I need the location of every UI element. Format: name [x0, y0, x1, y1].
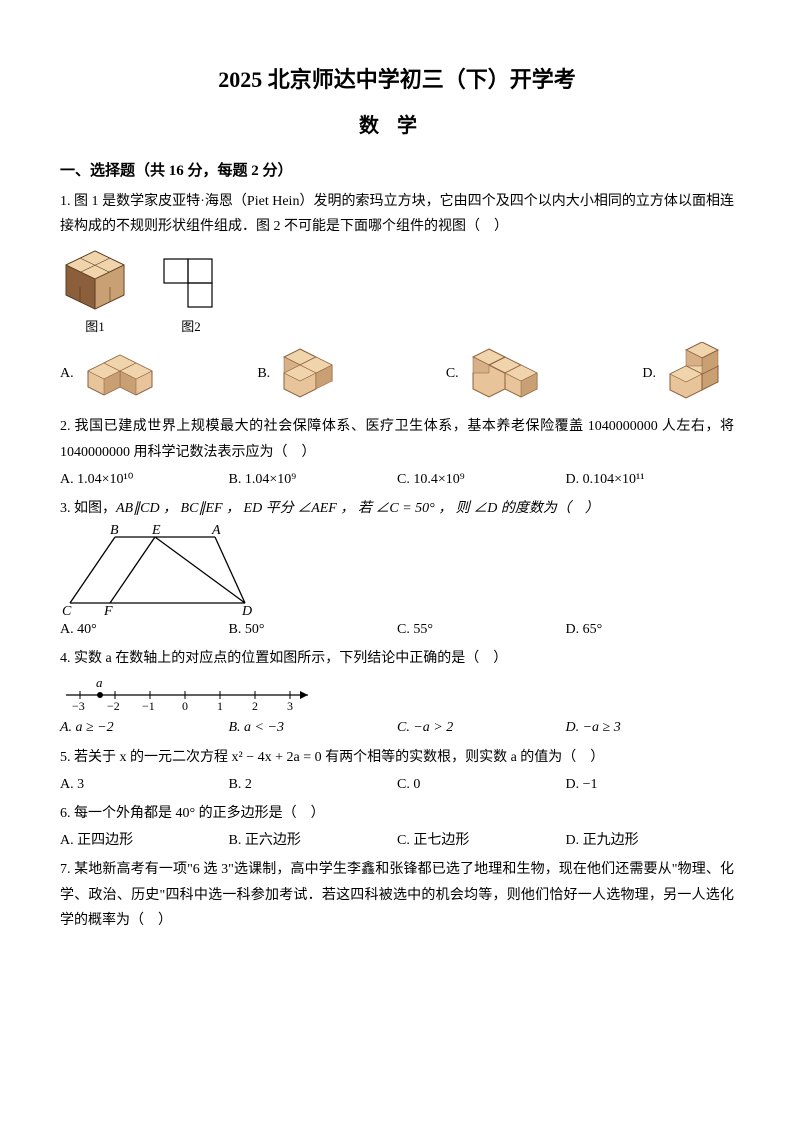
svg-text:a: a: [96, 675, 103, 690]
svg-text:0: 0: [182, 699, 188, 713]
q4-d: D. −a ≥ 3: [566, 715, 735, 740]
question-5-text: 5. 若关于 x 的一元二次方程 x² − 4x + 2a = 0 有两个相等的…: [60, 745, 734, 770]
question-7-text: 7. 某地新高考有一项"6 选 3"选课制，高中学生李鑫和张锋都已选了地理和生物…: [60, 857, 734, 933]
q6-a: A. 正四边形: [60, 828, 229, 853]
question-4-text: 4. 实数 a 在数轴上的对应点的位置如图所示，下列结论中正确的是（ ）: [60, 646, 734, 671]
q1-choices: A. B. C.: [60, 342, 734, 404]
q5-a: A. 3: [60, 772, 229, 797]
svg-text:1: 1: [217, 699, 223, 713]
cube-shape-b-icon: [276, 343, 346, 403]
cube-shape-d-icon: [662, 342, 734, 404]
q1-choice-b: B.: [257, 343, 346, 403]
geometry-figure-icon: B E A C F D: [60, 523, 260, 615]
q2-options: A. 1.04×10¹⁰ B. 1.04×10⁹ C. 10.4×10⁹ D. …: [60, 467, 734, 492]
svg-text:B: B: [110, 523, 119, 538]
q2-a: A. 1.04×10¹⁰: [60, 467, 229, 492]
q3-d: D. 65°: [566, 617, 735, 642]
q3-c: C. 55°: [397, 617, 566, 642]
svg-text:F: F: [103, 604, 113, 615]
q1-choice-a: A.: [60, 347, 158, 399]
q1-d-label: D.: [642, 361, 656, 386]
number-line-icon: a −3 −2 −1 0 1 2 3: [60, 673, 320, 713]
q1-choice-c: C.: [446, 345, 543, 401]
q3-options: A. 40° B. 50° C. 55° D. 65°: [60, 617, 734, 642]
q4-c: C. −a > 2: [397, 715, 566, 740]
q3-b: B. 50°: [229, 617, 398, 642]
svg-text:−2: −2: [107, 699, 120, 713]
q4-figure: a −3 −2 −1 0 1 2 3: [60, 673, 734, 713]
q1-figures: 图1 图2: [60, 247, 734, 338]
q2-b: B. 1.04×10⁹: [229, 467, 398, 492]
question-2-text: 2. 我国已建成世界上规模最大的社会保障体系、医疗卫生体系，基本养老保险覆盖 1…: [60, 414, 734, 464]
section-1-header: 一、选择题（共 16 分，每题 2 分）: [60, 158, 734, 185]
q3-figure: B E A C F D: [60, 523, 734, 615]
question-6-text: 6. 每一个外角都是 40° 的正多边形是（ ）: [60, 801, 734, 826]
svg-text:D: D: [241, 604, 252, 615]
exam-subject: 数学: [60, 108, 734, 144]
view-grid-icon: [160, 255, 222, 313]
q6-b: B. 正六边形: [229, 828, 398, 853]
q5-b: B. 2: [229, 772, 398, 797]
svg-text:A: A: [211, 523, 221, 538]
q1-c-label: C.: [446, 361, 459, 386]
q3-formula: AB∥CD ， BC∥EF ， ED 平分 ∠AEF ， 若 ∠C = 50° …: [116, 501, 599, 516]
svg-text:−1: −1: [142, 699, 155, 713]
question-3-text: 3. 如图，AB∥CD ， BC∥EF ， ED 平分 ∠AEF ， 若 ∠C …: [60, 496, 734, 521]
question-1-text: 1. 图 1 是数学家皮亚特·海恩（Piet Hein）发明的索玛立方块，它由四…: [60, 189, 734, 239]
exam-title: 2025 北京师达中学初三（下）开学考: [60, 60, 734, 100]
q5-options: A. 3 B. 2 C. 0 D. −1: [60, 772, 734, 797]
q2-d: D. 0.104×10¹¹: [566, 467, 735, 492]
svg-text:−3: −3: [72, 699, 85, 713]
q1-fig2: 图2: [160, 255, 222, 338]
q6-c: C. 正七边形: [397, 828, 566, 853]
svg-text:E: E: [151, 523, 161, 538]
q1-a-label: A.: [60, 361, 74, 386]
q4-options: A. a ≥ −2 B. a < −3 C. −a > 2 D. −a ≥ 3: [60, 715, 734, 740]
fig1-label: 图1: [60, 315, 130, 338]
q1-fig1: 图1: [60, 247, 130, 338]
cube-shape-c-icon: [465, 345, 543, 401]
q4-a: A. a ≥ −2: [60, 715, 229, 740]
q5-c: C. 0: [397, 772, 566, 797]
cube-shape-a-icon: [80, 347, 158, 399]
fig2-label: 图2: [160, 315, 222, 338]
q1-choice-d: D.: [642, 342, 734, 404]
q6-options: A. 正四边形 B. 正六边形 C. 正七边形 D. 正九边形: [60, 828, 734, 853]
q6-d: D. 正九边形: [566, 828, 735, 853]
q3-a: A. 40°: [60, 617, 229, 642]
svg-text:3: 3: [287, 699, 293, 713]
soma-cube-icon: [60, 247, 130, 313]
svg-text:C: C: [62, 604, 72, 615]
q1-b-label: B.: [257, 361, 270, 386]
svg-text:2: 2: [252, 699, 258, 713]
q5-d: D. −1: [566, 772, 735, 797]
q2-c: C. 10.4×10⁹: [397, 467, 566, 492]
q4-b: B. a < −3: [229, 715, 398, 740]
